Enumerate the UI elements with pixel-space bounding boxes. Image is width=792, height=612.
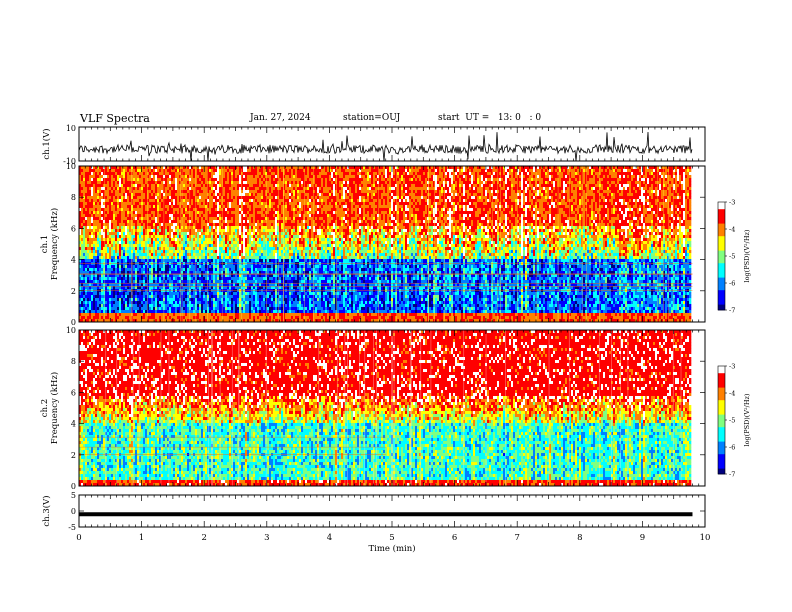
ch1-ytick-6: 6 (71, 224, 76, 233)
xtick-9: 9 (640, 533, 645, 543)
xtick-4: 4 (327, 533, 332, 543)
ch1-ytick-10: 10 (66, 162, 76, 171)
ch2-ytick-2: 2 (71, 451, 76, 460)
ch2-cbar-tick--7: -7 (729, 471, 735, 479)
ch2-ytick-4: 4 (71, 420, 76, 429)
ch2-ytick-6: 6 (71, 388, 76, 397)
xtick-5: 5 (389, 533, 394, 543)
ch1-panel-label: ch.1 (40, 235, 50, 253)
xtick-1: 1 (139, 533, 144, 543)
ch3-ytick--5: -5 (68, 523, 76, 532)
ch2-freq-label: Frequency (kHz) (49, 372, 60, 444)
ch2-ytick-10: 10 (66, 326, 76, 335)
ch1-cbar-tick--5: -5 (729, 253, 735, 261)
xtick-3: 3 (264, 533, 269, 543)
ch1-ylabel: ch.1(V) (41, 128, 52, 159)
ch1-cbar-tick--4: -4 (729, 226, 735, 234)
ch3-ytick-0: 0 (71, 507, 76, 516)
ch1-freq-label: Frequency (kHz) (49, 208, 60, 280)
xtick-7: 7 (514, 533, 519, 543)
ch2-cbar-tick--4: -4 (729, 390, 735, 398)
ch1-cbar-label: log(PSD)(V²/Hz) (743, 229, 751, 282)
ch1-cbar-tick--3: -3 (729, 199, 735, 207)
xtick-0: 0 (76, 533, 81, 543)
ch1-ytick-top: 10 (66, 124, 76, 133)
xaxis-label: Time (min) (368, 543, 415, 554)
ch1-cbar-tick--6: -6 (729, 280, 735, 288)
ch2-ytick-0: 0 (71, 482, 76, 491)
ch1-waveform-trace (79, 132, 692, 161)
ch1-colorbar (718, 202, 725, 310)
ch1-ytick-4: 4 (71, 256, 76, 265)
ch2-colorbar (718, 366, 725, 474)
ch1-ytick-8: 8 (71, 193, 76, 202)
xtick-10: 10 (700, 533, 711, 543)
ch2-panel-label: ch.2 (40, 399, 50, 417)
ch2-cbar-tick--3: -3 (729, 363, 735, 371)
ch1-cbar-tick--7: -7 (729, 307, 735, 315)
ch2-cbar-tick--6: -6 (729, 444, 735, 452)
spectrogram-1-cells (79, 166, 692, 322)
ch1-ytick-2: 2 (71, 287, 76, 296)
xtick-8: 8 (577, 533, 582, 543)
spectrogram-2-cells (79, 330, 691, 486)
xtick-6: 6 (452, 533, 457, 543)
ch2-ytick-8: 8 (71, 357, 76, 366)
ch3-ylabel: ch.3(V) (41, 495, 52, 526)
xtick-2: 2 (201, 533, 206, 543)
ch2-cbar-label: log(PSD)(V²/Hz) (743, 393, 751, 446)
ch3-ytick-5: 5 (71, 491, 76, 500)
ch2-cbar-tick--5: -5 (729, 417, 735, 425)
